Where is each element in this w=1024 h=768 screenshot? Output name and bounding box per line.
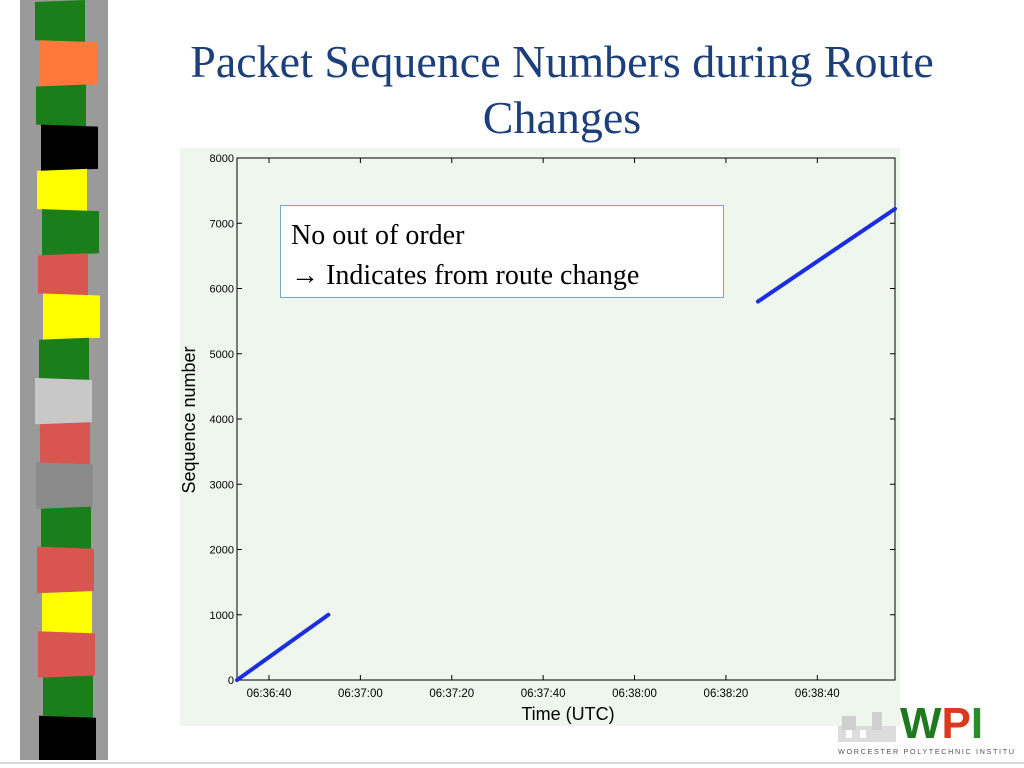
x-axis-label: Time (UTC): [521, 704, 614, 724]
footer-divider: [0, 762, 1024, 764]
color-strip-graphic: [35, 0, 100, 762]
y-tick-label: 1000: [210, 610, 234, 622]
strip-block: [39, 715, 96, 762]
y-tick-label: 4000: [210, 414, 234, 426]
y-tick-label: 3000: [210, 479, 234, 491]
strip-block: [36, 462, 93, 509]
decorative-color-strip: [20, 0, 108, 762]
x-tick-label: 06:36:40: [247, 688, 292, 700]
callout-line-2-text: Indicates from route change: [326, 260, 640, 291]
right-arrow-icon: →: [291, 260, 319, 291]
strip-block: [36, 84, 86, 127]
y-tick-label: 2000: [210, 545, 234, 557]
annotation-callout: No out of order → Indicates from route c…: [280, 205, 724, 298]
y-tick-label: 6000: [210, 284, 234, 296]
strip-block: [38, 253, 88, 296]
wpi-logo-text: WPI: [900, 699, 983, 748]
wpi-logo: WPI WORCESTER POLYTECHNIC INSTITUTE: [838, 699, 1016, 756]
strip-block: [35, 378, 92, 425]
building-icon: [838, 712, 896, 742]
series-line-2: [755, 206, 897, 304]
callout-line-2: → Indicates from route change: [291, 256, 713, 296]
wpi-logo-subtitle: WORCESTER POLYTECHNIC INSTITUTE: [838, 747, 1016, 756]
y-axis-label: Sequence number: [180, 346, 199, 493]
strip-block: [42, 209, 99, 256]
strip-block: [38, 631, 95, 678]
slide-title: Packet Sequence Numbers during Route Cha…: [190, 36, 934, 143]
strip-block: [37, 546, 94, 594]
strip-block: [41, 506, 91, 549]
strip-block: [42, 591, 92, 634]
strip-block: [40, 422, 90, 465]
y-tick-label: 5000: [210, 349, 234, 361]
strip-block: [35, 0, 85, 43]
strip-block: [40, 40, 97, 87]
strip-block: [43, 293, 100, 340]
y-tick-label: 8000: [210, 153, 234, 165]
strip-block: [37, 168, 87, 212]
strip-block: [41, 124, 98, 171]
series-layer: [235, 206, 897, 682]
x-tick-label: 06:38:00: [612, 688, 657, 700]
y-tick-label: 7000: [210, 218, 234, 230]
x-tick-label: 06:37:00: [338, 688, 383, 700]
callout-line-1: No out of order: [291, 220, 465, 251]
x-tick-label: 06:38:40: [795, 688, 840, 700]
strip-block: [43, 675, 93, 718]
x-tick-label: 06:37:20: [429, 688, 474, 700]
x-tick-label: 06:38:20: [704, 688, 749, 700]
series-line-1: [235, 612, 331, 682]
x-tick-label: 06:37:40: [521, 688, 566, 700]
strip-block: [39, 337, 89, 380]
y-tick-label: 0: [228, 675, 234, 687]
